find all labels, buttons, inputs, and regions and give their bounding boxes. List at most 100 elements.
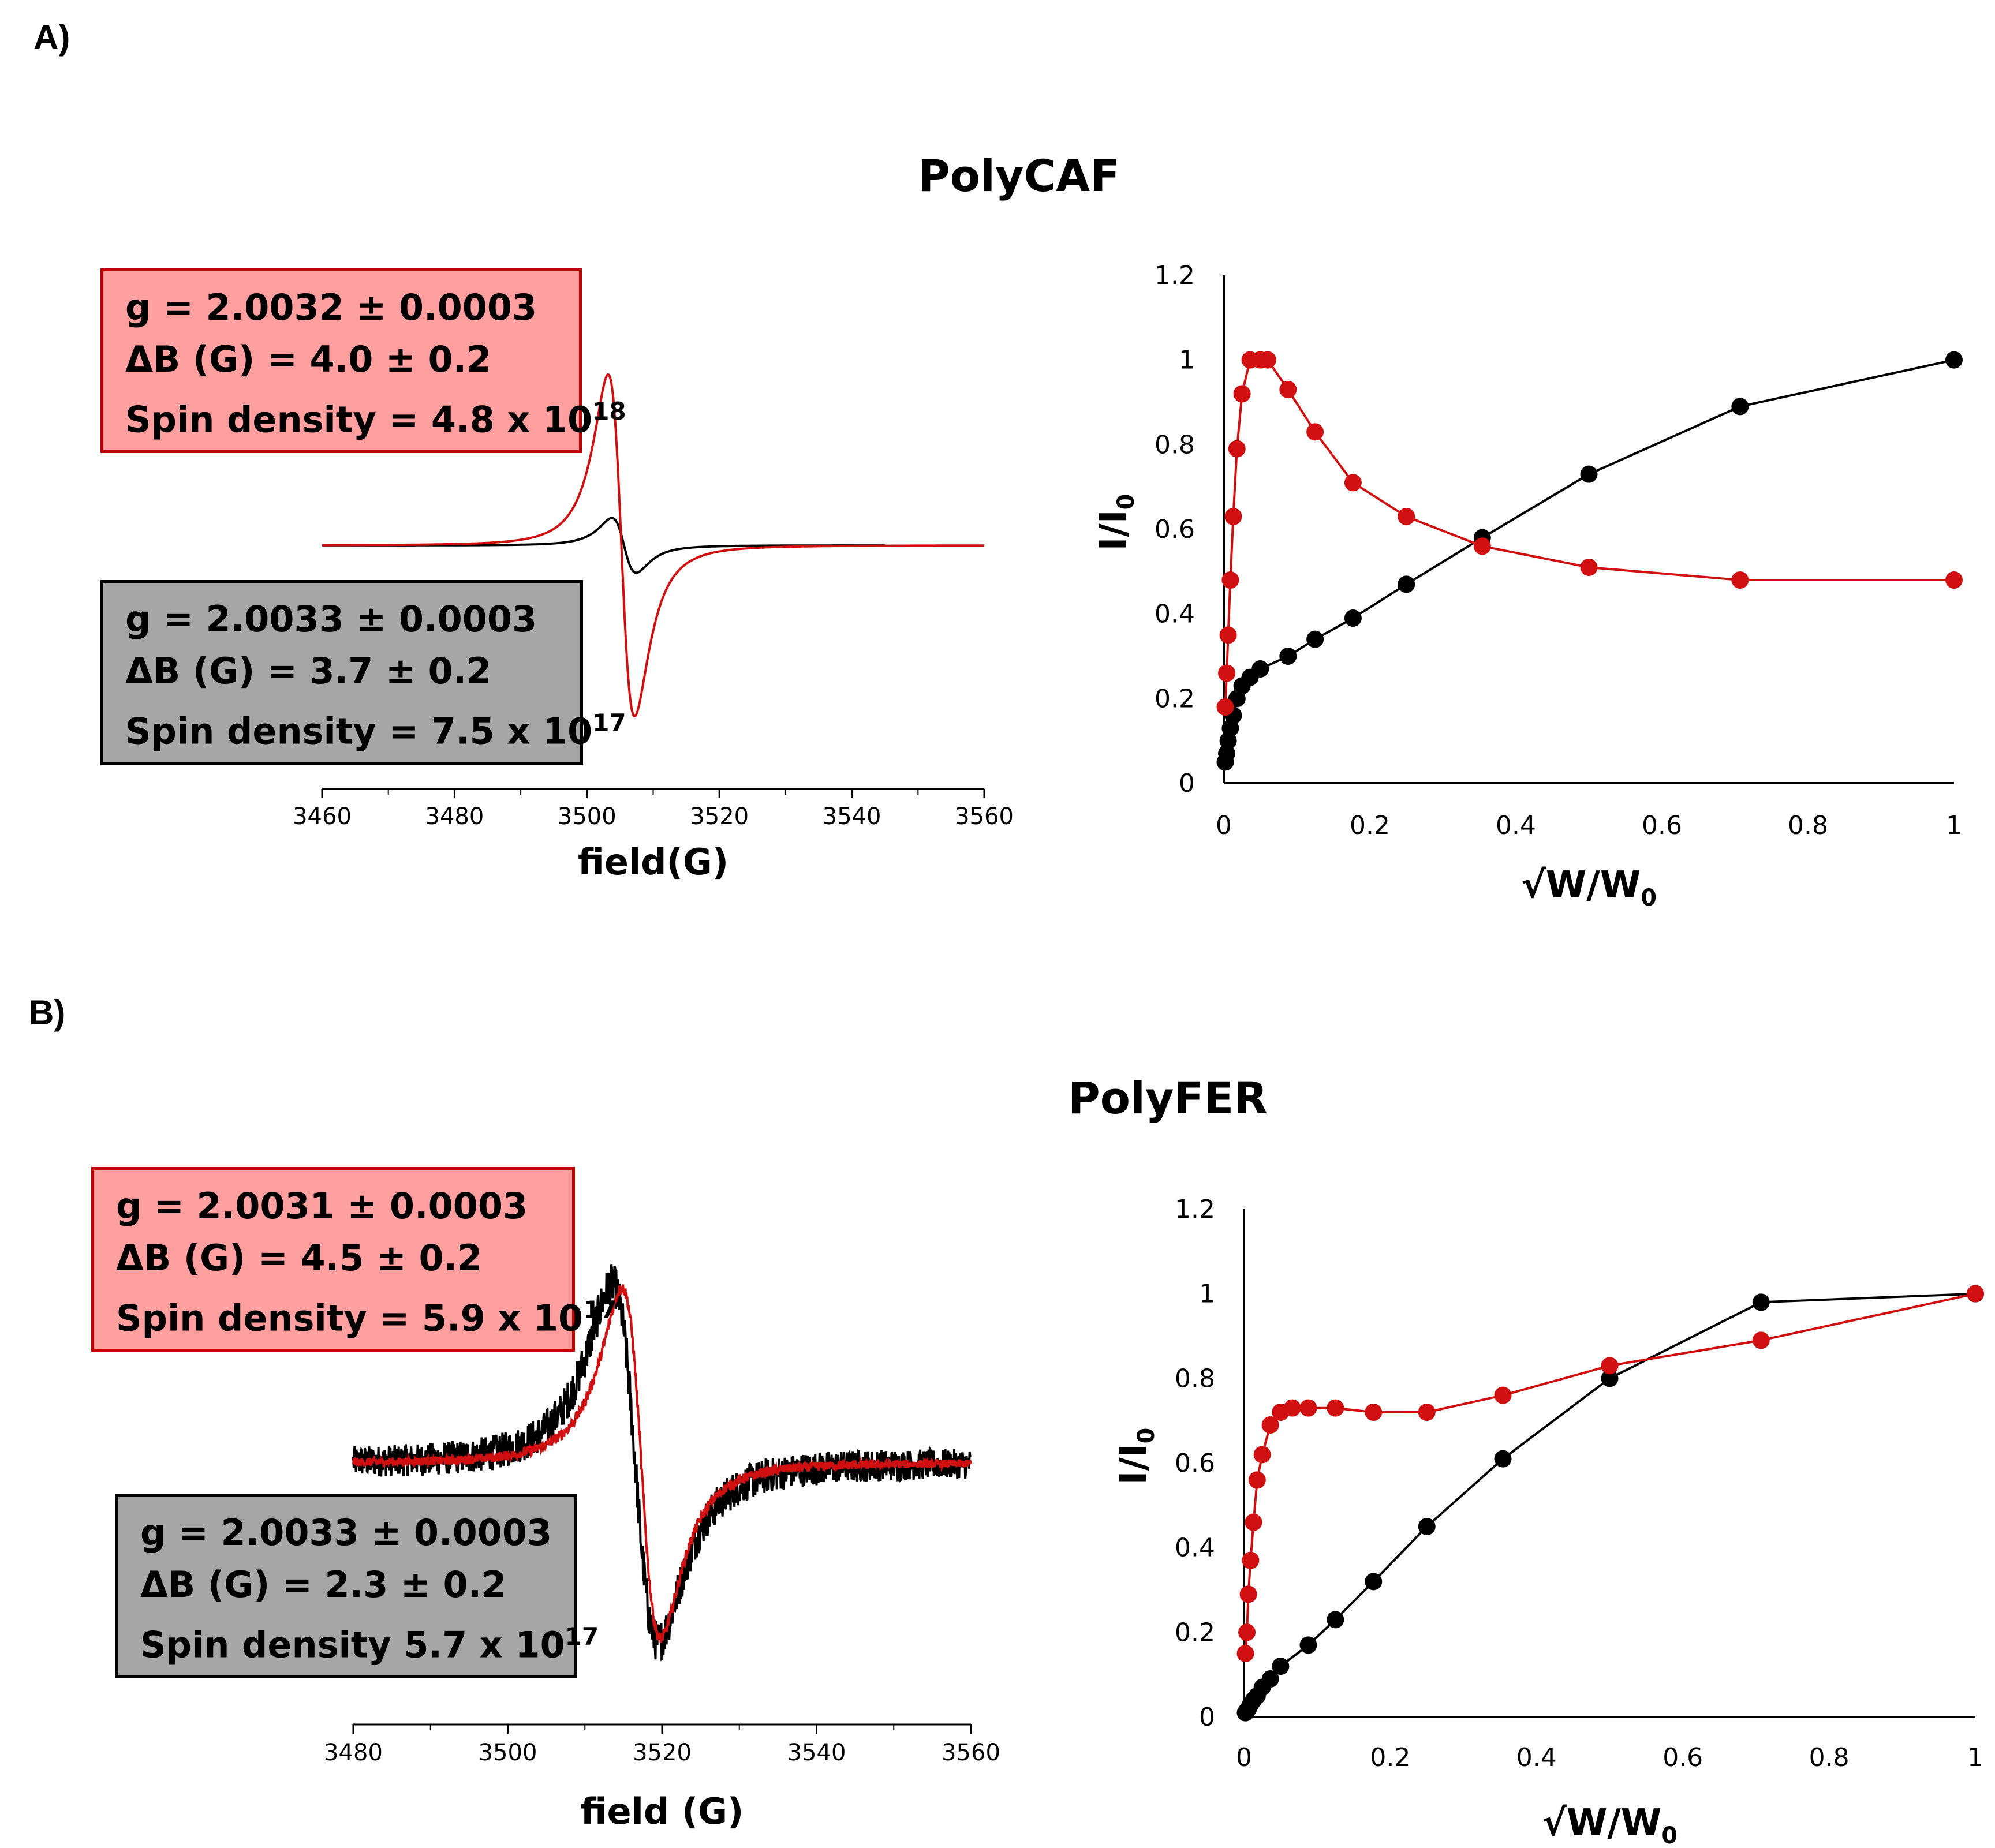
sat_a-y-tick-label: 0.6 — [1155, 515, 1195, 544]
spin-density-value: Spin density 5.7 x 1017 — [140, 1622, 599, 1666]
spin-density-value: Spin density = 5.9 x 1017 — [116, 1296, 617, 1340]
panel-b-title: PolyFER — [1068, 1072, 1268, 1124]
sat_a-red-point — [1731, 571, 1749, 589]
sat_b-black-point — [1299, 1636, 1317, 1654]
epr_b-tick-label: 3560 — [942, 1739, 1000, 1766]
sat_a-red-point — [1398, 508, 1415, 525]
sat_b-red-point — [1245, 1513, 1262, 1531]
sat_a-red-point — [1580, 559, 1598, 576]
epr_b-series-black — [352, 1264, 972, 1662]
panel-a-red-info-box: g = 2.0032 ± 0.0003 ΔB (G) = 4.0 ± 0.2 S… — [100, 268, 626, 453]
sat_b-x-tick-label: 1 — [1967, 1743, 1983, 1772]
sat_a-black-point — [1344, 609, 1362, 627]
sat_b-series-black-line — [1244, 1292, 1976, 1714]
sat_b-red-point — [1236, 1645, 1254, 1662]
sat_b-red-point — [1418, 1404, 1436, 1421]
sat_a-black-point — [1279, 648, 1297, 665]
sat_b-x-tick-label: 0.8 — [1809, 1743, 1850, 1772]
sat_b-red-point — [1242, 1551, 1260, 1569]
sat_a-red-point — [1221, 571, 1239, 589]
epr_b-tick-label: 3480 — [324, 1739, 383, 1766]
panel-b-gray-info-box: g = 2.0033 ± 0.0003 ΔB (G) = 2.3 ± 0.2 S… — [115, 1494, 599, 1678]
sat_b-y-tick-label: 1.2 — [1175, 1195, 1215, 1224]
sat_b-y-tick-label: 0.4 — [1175, 1533, 1215, 1563]
sat_a-black-point — [1398, 575, 1415, 593]
sat_b-black-point — [1752, 1293, 1770, 1311]
sat_a-x-tick-label: 0 — [1216, 811, 1232, 840]
sat_b-y-tick-label: 0 — [1199, 1703, 1215, 1732]
sat_b-y-tick-label: 0.6 — [1175, 1449, 1215, 1478]
sat_a-red-point — [1306, 423, 1324, 441]
sat_b-x-tick-label: 0.4 — [1516, 1743, 1557, 1772]
sat_a-x-tick-label: 0.2 — [1350, 811, 1390, 840]
linewidth-value: ΔB (G) = 2.3 ± 0.2 — [140, 1563, 507, 1606]
g-value: g = 2.0033 ± 0.0003 — [125, 598, 537, 640]
sat_a-red-point — [1216, 698, 1234, 716]
sat_b-black-point — [1365, 1573, 1383, 1591]
sat_b-y-tick-label: 0.8 — [1175, 1364, 1215, 1393]
sat_a-red-point — [1228, 440, 1246, 458]
sat_b-red-point — [1239, 1585, 1257, 1603]
g-value: g = 2.0032 ± 0.0003 — [125, 286, 537, 328]
sat_a-red-point — [1344, 474, 1362, 492]
epr_a-x-label: field(G) — [578, 841, 728, 883]
sat_a-y-tick-label: 1.2 — [1155, 261, 1195, 290]
epr_b-x-label: field (G) — [581, 1790, 744, 1832]
spin-density-value: Spin density = 7.5 x 1017 — [125, 709, 626, 753]
linewidth-value: ΔB (G) = 4.0 ± 0.2 — [125, 338, 492, 380]
epr_a-tick-label: 3520 — [690, 803, 749, 830]
sat_a-black-point — [1580, 465, 1598, 483]
g-value: g = 2.0031 ± 0.0003 — [116, 1185, 528, 1227]
g-value: g = 2.0033 ± 0.0003 — [140, 1512, 552, 1554]
epr_b-tick-label: 3500 — [479, 1739, 537, 1766]
sat_b-red-point — [1299, 1399, 1317, 1417]
sat_a-y-tick-label: 0.2 — [1155, 684, 1195, 713]
sat_a-black-point — [1945, 351, 1963, 369]
epr_a-tick-label: 3460 — [293, 803, 352, 830]
sat_b-black-point — [1272, 1658, 1290, 1675]
sat_a-red-point — [1219, 626, 1237, 644]
sat_b-y-tick-label: 0.2 — [1175, 1618, 1215, 1647]
sat_b-red-point — [1494, 1386, 1512, 1404]
sat_b-y-tick-label: 1 — [1199, 1280, 1215, 1309]
sat_a-red-point — [1945, 571, 1963, 589]
sat_b-black-point — [1601, 1370, 1619, 1387]
sat_a-black-point — [1218, 745, 1236, 762]
sat_a-x-tick-label: 0.4 — [1496, 811, 1536, 840]
sat_b-x-tick-label: 0 — [1236, 1743, 1252, 1772]
epr_b-series-red — [352, 1284, 972, 1643]
sat_b-black-point — [1327, 1611, 1344, 1629]
epr_a-tick-label: 3560 — [955, 803, 1014, 830]
sat_a-black-point — [1251, 660, 1269, 678]
panel-a-title: PolyCAF — [918, 150, 1120, 201]
panel-b-red-info-box: g = 2.0031 ± 0.0003 ΔB (G) = 4.5 ± 0.2 S… — [91, 1167, 617, 1352]
sat_a-red-point — [1218, 664, 1236, 682]
panel-a-label: A) — [33, 18, 70, 57]
sat_b-y-label: I/I0 — [1112, 1428, 1160, 1485]
epr_a-tick-label: 3540 — [823, 803, 881, 830]
sat_b-red-point — [1283, 1399, 1301, 1417]
sat_b-x-tick-label: 0.6 — [1662, 1743, 1703, 1772]
sat_a-y-tick-label: 0 — [1179, 769, 1195, 798]
linewidth-value: ΔB (G) = 4.5 ± 0.2 — [116, 1237, 483, 1279]
sat_a-x-label: √W/W0 — [1521, 864, 1657, 911]
sat_a-series-red-line — [1224, 358, 1954, 708]
sat_a-x-tick-label: 1 — [1946, 811, 1962, 840]
sat_a-black-point — [1731, 398, 1749, 416]
sat_a-red-point — [1279, 381, 1297, 398]
sat_b-red-point — [1967, 1285, 1984, 1303]
sat_b-red-point — [1601, 1357, 1619, 1375]
sat_b-black-point — [1418, 1518, 1436, 1535]
sat_b-black-point — [1494, 1450, 1512, 1468]
epr_a-tick-label: 3480 — [425, 803, 484, 830]
sat_a-y-tick-label: 1 — [1179, 346, 1195, 375]
epr_b-tick-label: 3520 — [633, 1739, 692, 1766]
sat_a-red-point — [1473, 537, 1491, 555]
panel-b-label: B) — [29, 993, 66, 1032]
sat_b-x-tick-label: 0.2 — [1370, 1743, 1410, 1772]
sat_b-red-point — [1248, 1471, 1266, 1489]
sat_a-red-point — [1258, 351, 1276, 369]
sat_a-x-tick-label: 0.8 — [1788, 811, 1828, 840]
epr_a-tick-label: 3500 — [558, 803, 617, 830]
